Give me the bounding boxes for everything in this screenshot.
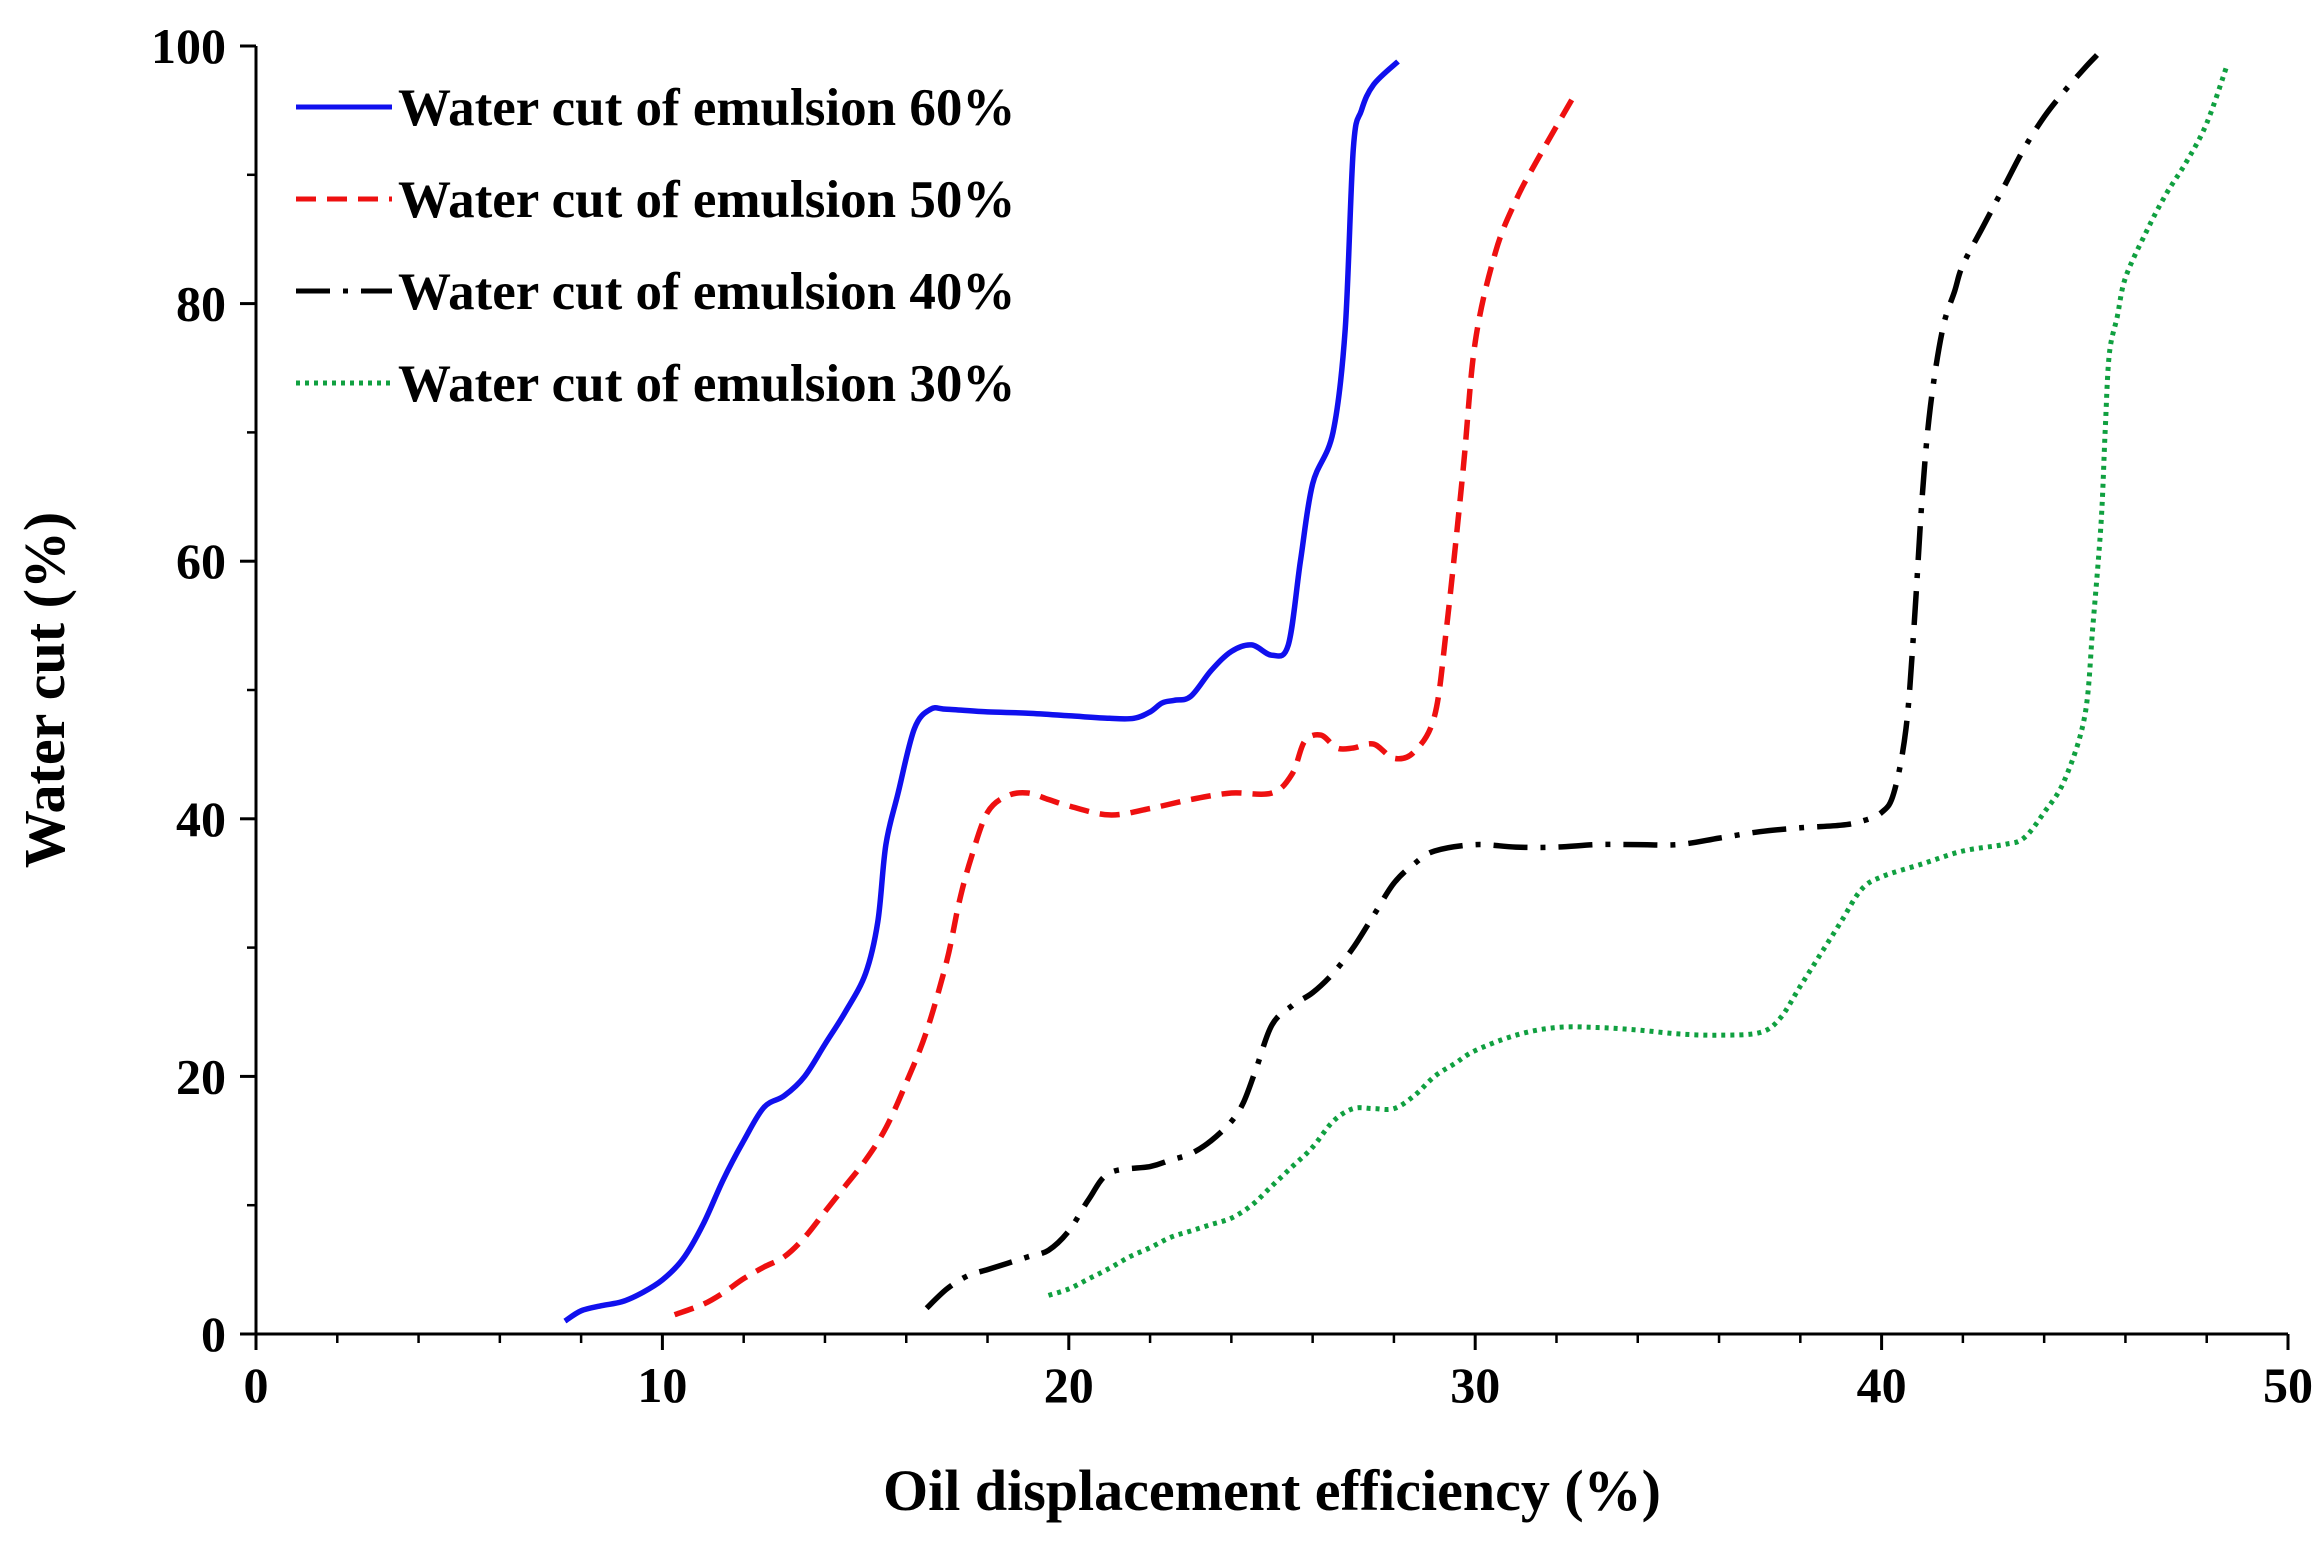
series-line-3	[924, 53, 2100, 1311]
x-tick-label: 10	[637, 1357, 687, 1413]
ticks: 0 10 20 30 40 50 0 20 40 60 80 100	[151, 18, 2313, 1413]
legend-label-4: Water cut of emulsion 30%	[398, 355, 1015, 413]
y-tick-label: 60	[176, 533, 226, 589]
series-line-2	[673, 89, 1580, 1318]
series-lines	[563, 53, 2230, 1324]
x-tick-label: 20	[1044, 1357, 1094, 1413]
legend-label-1: Water cut of emulsion 60%	[398, 79, 1015, 137]
x-tick-label: 30	[1450, 1357, 1500, 1413]
legend-label-3: Water cut of emulsion 40%	[398, 263, 1015, 321]
x-tick-label: 40	[1857, 1357, 1907, 1413]
x-tick-label: 0	[244, 1357, 269, 1413]
y-tick-label: 0	[201, 1306, 226, 1362]
y-axis-title: Water cut (%)	[12, 512, 77, 869]
y-tick-label: 80	[176, 276, 226, 332]
series-line-4	[1047, 64, 2230, 1298]
legend-label-2: Water cut of emulsion 50%	[398, 171, 1015, 229]
y-tick-label: 40	[176, 791, 226, 847]
y-tick-label: 20	[176, 1048, 226, 1104]
series-line-1	[563, 59, 1400, 1324]
legend: Water cut of emulsion 60% Water cut of em…	[296, 79, 1015, 413]
x-axis-title: Oil displacement efficiency (%)	[883, 1458, 1661, 1523]
x-tick-label: 50	[2263, 1357, 2313, 1413]
y-tick-label: 100	[151, 18, 226, 74]
axes	[254, 46, 2288, 1336]
